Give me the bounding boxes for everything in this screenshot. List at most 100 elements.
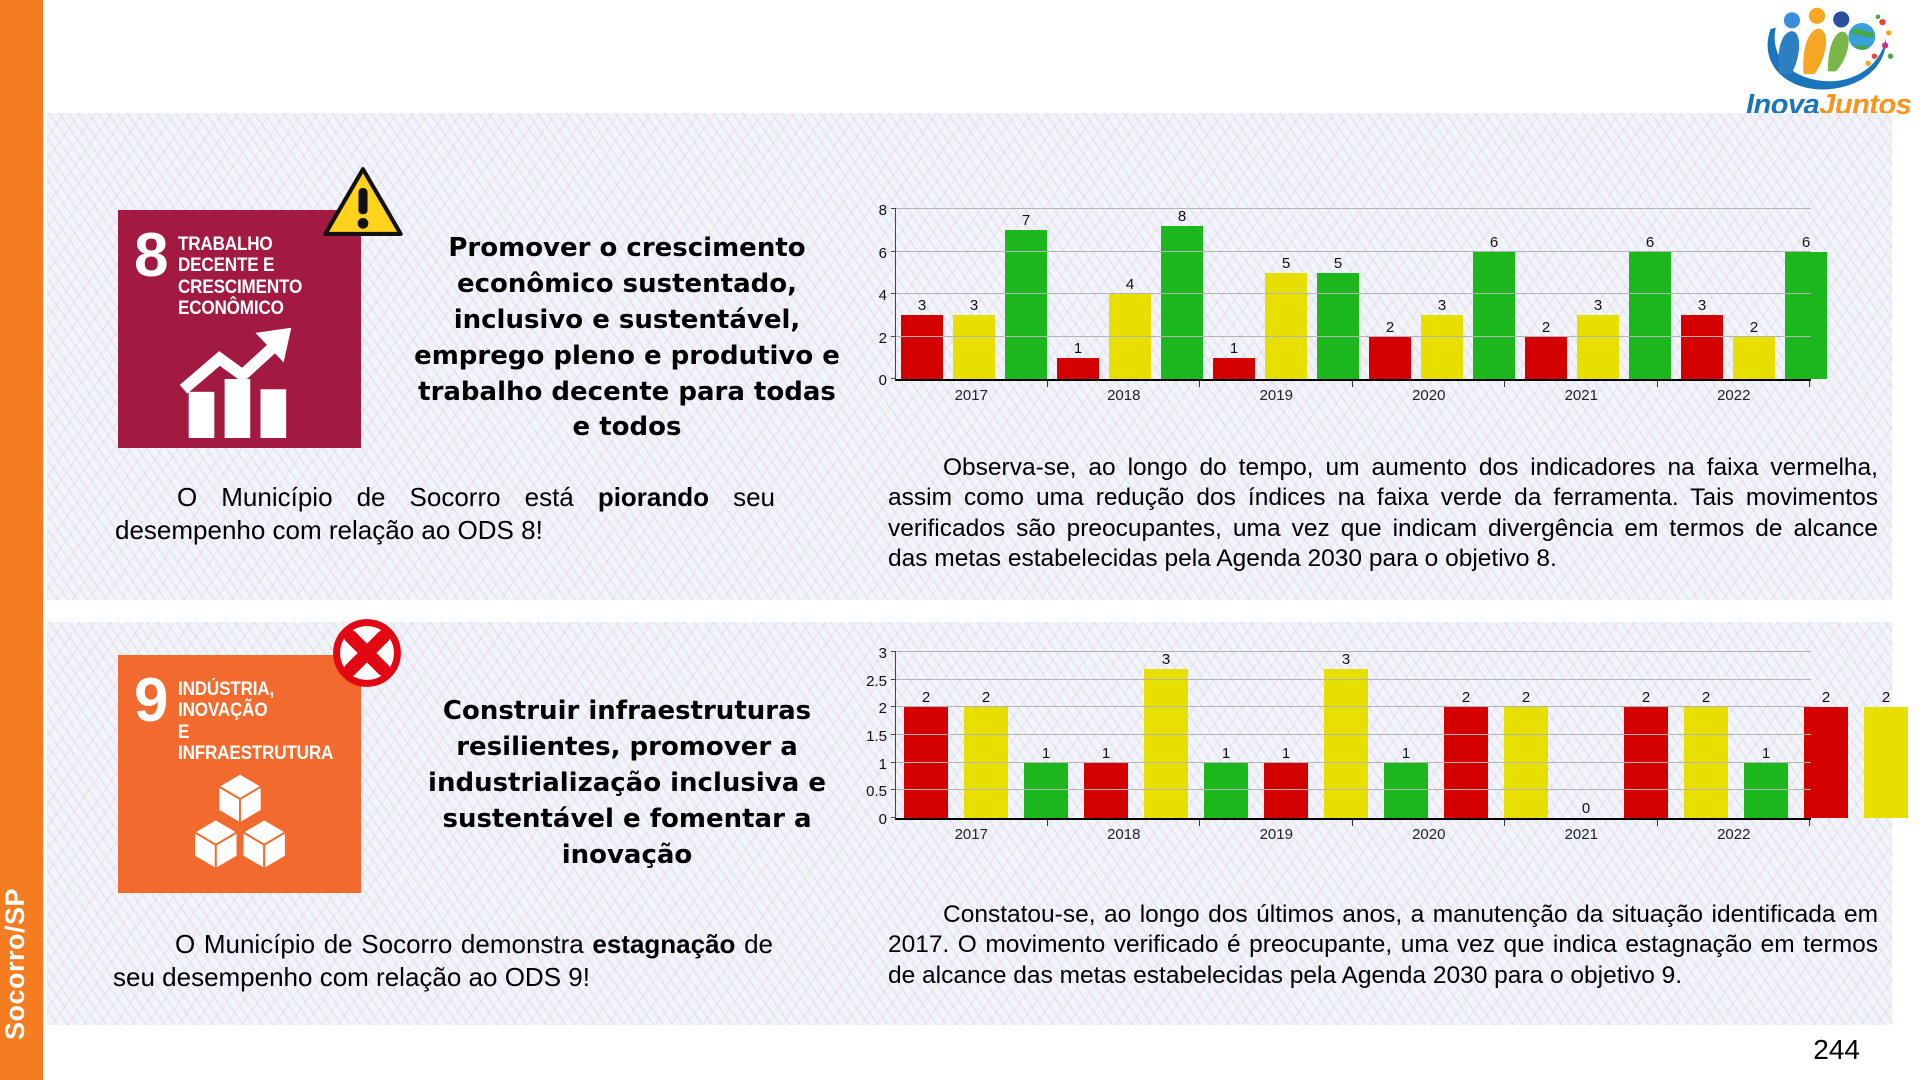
bar-wrapper: 3: [901, 209, 943, 379]
y-axis-tick-mark: [891, 335, 896, 337]
y-axis-tick-label: 1.5: [866, 728, 887, 745]
bar-value-label: 6: [1801, 233, 1811, 251]
bar-wrapper: 3: [1144, 652, 1188, 818]
x-axis-label-2020: 2020: [1353, 820, 1506, 843]
sidebar-municipality-label: Socorro/SP: [0, 887, 30, 1040]
bar-faixa-vermelha: [1444, 707, 1488, 818]
bar-wrapper: 7: [1005, 209, 1047, 379]
inovajuntos-logo: InovaJuntos: [1746, 6, 1912, 120]
bar-faixa-vermelha: [1369, 336, 1411, 379]
y-axis-tick-label: 3: [878, 645, 887, 662]
ods8-badge-title: TRABALHO DECENTE E CRESCIMENTO ECONÔMICO: [178, 234, 303, 319]
gridline: [896, 789, 1811, 791]
bar-value-label: 1: [1401, 744, 1411, 762]
y-axis-tick-mark: [891, 378, 896, 379]
x-axis-label-2021: 2021: [1505, 381, 1658, 404]
bar-group-2021: 2 2 1: [1616, 652, 1796, 818]
ods8-badge-number: 8: [134, 221, 169, 290]
chart-plot-area: 3 3 7 1 4 8 1 5 5 2 3 6 2 3 6 3 2 6: [891, 208, 1827, 381]
bar-group-2020: 2 2 0: [1436, 652, 1616, 818]
bar-group-2019: 1 5 5: [1208, 209, 1364, 379]
ods8-status-post: seu desempenho com relação ao ODS 8!: [115, 482, 775, 546]
bar-faixa-amarela: [964, 707, 1008, 818]
bar-faixa-vermelha: [1624, 707, 1668, 818]
bar-faixa-amarela: [1324, 669, 1368, 818]
bar-wrapper: 3: [1324, 652, 1368, 818]
bar-group-2018: 1 3 1: [1076, 652, 1256, 818]
bar-value-label: 2: [1749, 318, 1759, 336]
bar-group-2021: 2 3 6: [1520, 209, 1676, 379]
bar-faixa-verde: [1161, 226, 1203, 379]
bar-value-label: 3: [1697, 297, 1707, 315]
bar-group-2020: 2 3 6: [1364, 209, 1520, 379]
y-axis-tick-mark: [891, 706, 896, 708]
ods9-section-panel: 9 INDÚSTRIA, INOVAÇÃO E INFRAESTRUTURA: [47, 619, 1908, 1025]
gridline: [896, 734, 1811, 735]
bar-wrapper: 3: [1421, 209, 1463, 379]
ods9-badge-header: 9 INDÚSTRIA, INOVAÇÃO E INFRAESTRUTURA: [118, 655, 361, 764]
y-axis-tick-label: 0: [878, 372, 887, 389]
ods8-section-panel: 8 TRABALHO DECENTE E CRESCIMENTO ECONÔMI…: [47, 113, 1892, 600]
bar-wrapper: 2: [904, 652, 948, 818]
bar-wrapper: 1: [1084, 652, 1128, 818]
x-axis-label-2020: 2020: [1353, 381, 1506, 404]
x-axis-label-2022: 2022: [1658, 381, 1811, 404]
chart-y-axis-labels: 0 2 4 6 8: [855, 202, 895, 389]
bar-wrapper: 1: [1213, 209, 1255, 379]
bar-value-label: 1: [1041, 744, 1051, 762]
bar-faixa-verde: [1317, 272, 1359, 379]
red-x-circle-icon: [333, 619, 401, 687]
y-axis-tick-label: 8: [878, 202, 887, 219]
bar-value-label: 3: [917, 297, 927, 315]
bar-wrapper: 1: [1204, 652, 1248, 818]
sidebar-bar: [0, 0, 43, 1080]
bar-wrapper: 5: [1317, 209, 1359, 379]
bar-faixa-amarela: [1504, 707, 1548, 818]
chart-x-axis-labels: 2017 2018 2019 2020 2021 2022: [895, 381, 1810, 404]
bar-wrapper: 2: [1525, 209, 1567, 379]
gridline: [896, 250, 1811, 252]
ods9-analysis-paragraph: Constatou-se, ao longo dos últimos anos,…: [888, 901, 1878, 989]
bar-wrapper: 1: [1384, 652, 1428, 818]
bar-group-2022: 3 2 6: [1676, 209, 1832, 379]
ods8-analysis-paragraph: Observa-se, ao longo do tempo, um aument…: [888, 454, 1878, 573]
bar-value-label: 6: [1489, 233, 1499, 251]
ods8-status-pre: O Município de Socorro está: [177, 482, 598, 512]
bar-wrapper: 4: [1109, 209, 1151, 379]
gridline: [896, 208, 1811, 209]
bar-wrapper: 2: [1684, 652, 1728, 818]
chart-x-axis-labels: 2017 2018 2019 2020 2021 2022: [895, 820, 1810, 843]
bar-value-label: 2: [1641, 689, 1651, 707]
y-axis-tick-mark: [891, 761, 896, 763]
gridline: [896, 706, 1811, 708]
y-axis-tick-mark: [891, 789, 896, 791]
ods9-badge-title: INDÚSTRIA, INOVAÇÃO E INFRAESTRUTURA: [178, 679, 334, 764]
bar-wrapper: 2: [1369, 209, 1411, 379]
y-axis-tick-mark: [891, 678, 896, 680]
bar-faixa-amarela: [1144, 669, 1188, 818]
ods8-status-text: O Município de Socorro está piorando seu…: [115, 481, 775, 548]
y-axis-tick-mark: [891, 250, 896, 252]
bar-value-label: 2: [1385, 318, 1395, 336]
bar-value-label: 1: [1281, 744, 1291, 762]
bar-value-label: 2: [1821, 689, 1831, 707]
bar-value-label: 2: [1701, 689, 1711, 707]
bar-faixa-amarela: [1577, 315, 1619, 379]
bar-wrapper: 0: [1564, 652, 1608, 818]
ods9-status-pre: O Município de Socorro demonstra: [175, 929, 593, 959]
bar-value-label: 2: [1541, 318, 1551, 336]
bar-wrapper: 6: [1785, 209, 1827, 379]
growth-chart-icon: [179, 327, 291, 438]
ods9-badge-number: 9: [134, 666, 169, 735]
bar-wrapper: 3: [1681, 209, 1723, 379]
ods8-badge: 8 TRABALHO DECENTE E CRESCIMENTO ECONÔMI…: [118, 210, 361, 448]
gridline: [896, 651, 1811, 652]
bar-value-label: 1: [1221, 744, 1231, 762]
bar-wrapper: 2: [1733, 209, 1775, 379]
bar-faixa-vermelha: [1213, 357, 1255, 379]
bar-wrapper: 2: [1864, 652, 1908, 818]
bar-value-label: 5: [1281, 254, 1291, 272]
ods9-goal-text: Construir infraestruturas resilientes, p…: [428, 696, 826, 870]
ods9-status-post: de seu desempenho com relação ao ODS 9!: [113, 929, 773, 993]
